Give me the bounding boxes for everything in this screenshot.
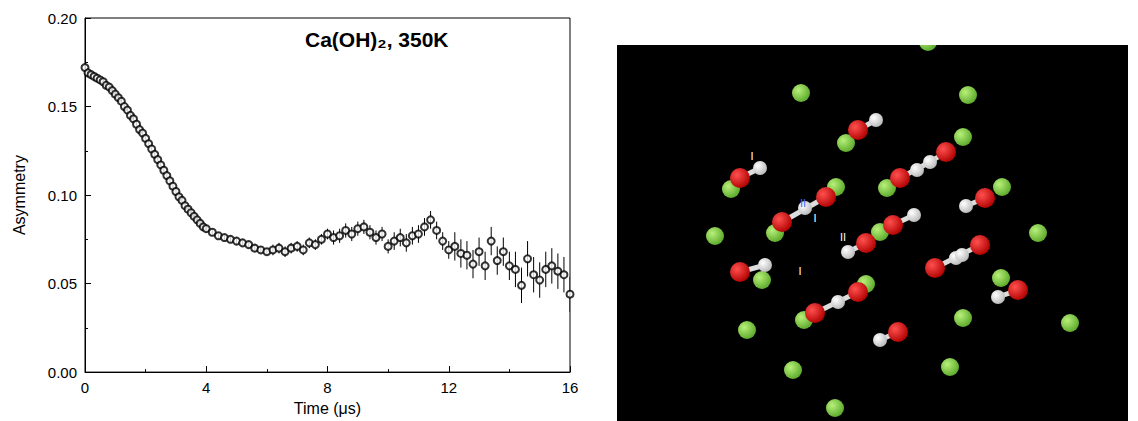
svg-text:II: II	[800, 197, 806, 209]
svg-text:Asymmetry: Asymmetry	[11, 155, 28, 235]
svg-text:II: II	[840, 231, 846, 243]
svg-text:0: 0	[81, 379, 89, 396]
svg-text:I: I	[750, 150, 753, 162]
svg-text:4: 4	[202, 379, 210, 396]
svg-text:0.20: 0.20	[48, 10, 77, 27]
svg-text:Ca(OH)₂, 350K: Ca(OH)₂, 350K	[305, 28, 449, 51]
svg-text:12: 12	[440, 379, 457, 396]
svg-text:0.15: 0.15	[48, 98, 77, 115]
svg-text:0.10: 0.10	[48, 187, 77, 204]
svg-text:I: I	[798, 265, 801, 277]
svg-text:I: I	[813, 212, 816, 224]
svg-text:8: 8	[323, 379, 331, 396]
svg-text:Time (μs): Time (μs)	[294, 400, 361, 417]
svg-text:16: 16	[562, 379, 579, 396]
svg-text:0.05: 0.05	[48, 275, 77, 292]
svg-text:0.00: 0.00	[48, 364, 77, 381]
